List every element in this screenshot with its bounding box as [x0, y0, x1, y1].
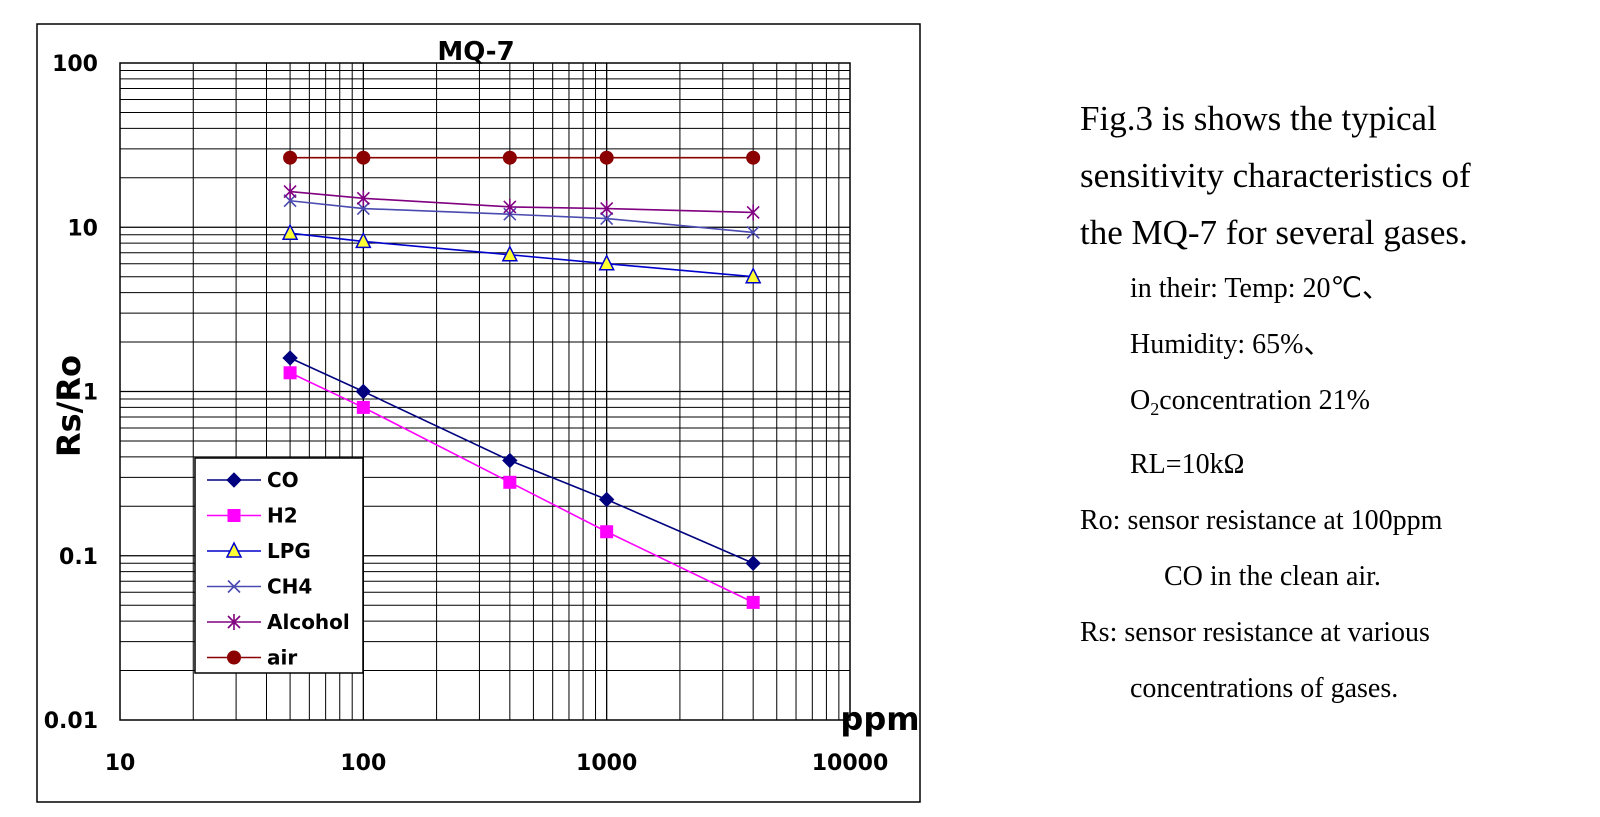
note-line-2: sensitivity characteristics of — [1080, 156, 1471, 195]
legend-label: CO — [267, 468, 299, 492]
data-point — [356, 400, 370, 414]
note-ro-definition: Ro: sensor resistance at 100ppm — [1080, 505, 1443, 536]
data-point — [599, 150, 614, 165]
series-lpg — [281, 223, 762, 284]
data-point — [746, 225, 760, 239]
y-axis-title: Rs/Ro — [50, 355, 88, 457]
data-point — [503, 198, 517, 215]
legend-box — [194, 457, 364, 674]
series-alcohol — [283, 183, 760, 221]
series-co — [282, 350, 761, 571]
data-point — [356, 201, 370, 216]
series-air — [283, 150, 761, 165]
x-tick-label: 1000 — [576, 751, 637, 776]
data-point — [283, 366, 297, 380]
data-point — [281, 223, 299, 240]
legend: CO H2 LPG CH4 Alcohol air — [194, 457, 364, 674]
legend-item: H2 — [207, 504, 298, 528]
note-oxygen: O2concentration 21% — [1080, 373, 1580, 437]
note-temp: in their: Temp: 20℃、 — [1130, 273, 1390, 304]
legend-marker — [227, 650, 241, 665]
x-tick-label: 10000 — [812, 751, 889, 776]
data-point — [282, 350, 298, 366]
legend-marker — [227, 579, 241, 594]
description-panel: Fig.3 is shows the typical sensitivity c… — [1080, 90, 1580, 717]
y-tick-label: 10 — [67, 216, 98, 241]
data-point — [502, 452, 518, 469]
legend-marker — [227, 614, 241, 630]
oxygen-subscript: 2 — [1150, 399, 1160, 419]
oxygen-symbol: O — [1130, 385, 1151, 416]
x-axis-title: ppm — [840, 700, 919, 738]
note-rl: RL=10kΩ — [1130, 449, 1245, 480]
legend-label: LPG — [267, 539, 311, 563]
data-point — [744, 267, 762, 284]
data-point — [746, 150, 761, 165]
legend-marker — [225, 541, 243, 558]
legend-label: Alcohol — [267, 610, 350, 634]
series-layer — [281, 150, 762, 609]
axis-layer: 10 100 1000 10000 0.01 0.1 1 10 100 — [44, 52, 889, 776]
data-point — [355, 383, 372, 400]
legend-marker — [226, 472, 242, 488]
data-point — [356, 190, 370, 207]
data-point — [503, 475, 517, 489]
note-line-1: Fig.3 is shows the typical — [1080, 99, 1437, 138]
data-point — [600, 525, 614, 539]
legend-label: H2 — [267, 504, 298, 528]
data-point — [501, 245, 519, 262]
data-point — [598, 491, 615, 508]
data-point — [283, 150, 298, 165]
data-point — [356, 150, 371, 165]
data-point — [502, 150, 517, 165]
y-tick-label: 100 — [52, 52, 98, 77]
note-ro-definition-cont: CO in the clean air. — [1164, 561, 1381, 592]
data-point — [283, 183, 297, 200]
legend-label: air — [267, 646, 297, 670]
data-point — [600, 200, 614, 217]
x-tick-label: 10 — [105, 751, 136, 776]
data-point — [746, 595, 760, 609]
data-point — [600, 211, 614, 226]
legend-item: air — [207, 646, 297, 670]
chart-title: MQ-7 — [437, 37, 514, 67]
legend-label: CH4 — [267, 575, 312, 599]
data-point — [283, 194, 297, 208]
note-rs-definition: Rs: sensor resistance at various — [1080, 617, 1430, 648]
legend-item: Alcohol — [207, 610, 350, 634]
data-point — [746, 204, 760, 221]
legend-marker — [227, 509, 241, 522]
note-humidity: Humidity: 65%、 — [1130, 329, 1332, 360]
note-line-3: the MQ-7 for several gases. — [1080, 213, 1468, 252]
data-point — [355, 231, 372, 249]
note-rs-definition-cont: concentrations of gases. — [1130, 673, 1399, 704]
legend-item: CH4 — [207, 575, 312, 599]
oxygen-text: concentration 21% — [1159, 385, 1370, 416]
legend-item: CO — [207, 468, 299, 492]
y-tick-label: 1 — [83, 381, 98, 406]
legend-item: LPG — [207, 539, 311, 563]
y-tick-label: 0.1 — [59, 545, 98, 570]
data-point — [745, 555, 761, 571]
x-tick-label: 100 — [340, 751, 386, 776]
y-tick-label: 0.01 — [44, 709, 98, 734]
data-point — [598, 254, 615, 271]
series-h2 — [283, 366, 760, 609]
